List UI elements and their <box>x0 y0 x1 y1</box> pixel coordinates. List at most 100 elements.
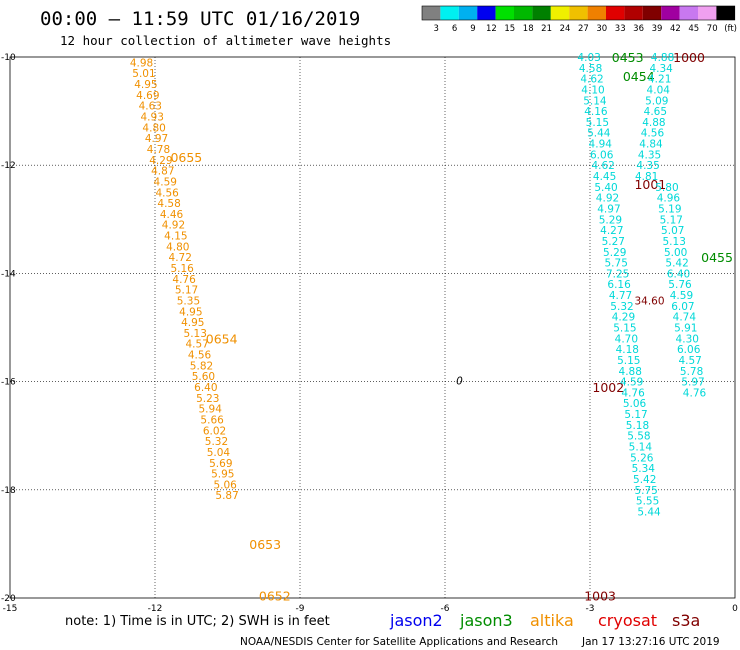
swh-value-point: 4.03 <box>577 52 600 64</box>
swh-value-point: 4.29 <box>612 312 635 324</box>
swh-value-point: 4.95 <box>181 317 204 329</box>
swh-value-point: 4.58 <box>579 63 602 75</box>
swh-value-point: 5.19 <box>658 203 681 215</box>
swh-value-point: 5.42 <box>633 474 656 486</box>
colorbar-label: 30 <box>596 24 607 34</box>
swh-value-point: 5.18 <box>626 420 649 432</box>
swh-value-point: 5.13 <box>184 328 207 340</box>
colorbar-label: 12 <box>486 24 497 34</box>
swh-value-point: 5.40 <box>594 182 617 194</box>
colorbar-frame <box>421 5 736 21</box>
swh-value-point: 5.34 <box>632 463 656 475</box>
x-tick-label: -6 <box>441 604 450 614</box>
colorbar-swatch <box>624 6 643 20</box>
swh-value-point: 5.87 <box>215 490 238 502</box>
swh-value-point: 4.62 <box>591 160 614 172</box>
plot-frame <box>9 56 736 599</box>
swh-value-point: 5.78 <box>680 366 703 378</box>
colorbar-label: 9 <box>470 24 475 34</box>
swh-value-point: 5.16 <box>170 263 194 275</box>
colorbar-label: 24 <box>560 24 571 34</box>
swh-value-point: 4.57 <box>678 355 701 367</box>
plot-axes: -15 -12 -9 -6 -3 0 -10 -12 -14 -16 -18 -20 <box>1 53 738 614</box>
colorbar-swatch <box>587 6 606 20</box>
swh-value-point: 7.25 <box>606 268 629 280</box>
swh-value-point: 5.55 <box>636 496 659 508</box>
swh-value-point: 4.10 <box>581 84 604 96</box>
swh-value-point: 5.23 <box>196 393 219 405</box>
colorbar-label: 39 <box>652 24 663 34</box>
swh-value-point: 4.98 <box>130 57 153 69</box>
swh-value-point: 4.59 <box>154 176 177 188</box>
colorbar-label: 6 <box>452 24 457 34</box>
y-tick-label: -12 <box>1 161 16 171</box>
swh-value-point: 4.34 <box>649 63 673 75</box>
colorbar-label: (ft) <box>724 24 737 34</box>
swh-value-point: 4.18 <box>616 344 639 356</box>
pass-time-label: 1003 <box>584 588 616 603</box>
swh-value-point: 6.06 <box>677 344 701 356</box>
colorbar-swatch <box>606 6 625 20</box>
legend-cryosat: cryosat <box>598 611 657 630</box>
swh-value-point: 4.77 <box>609 290 632 302</box>
swh-value-point: 5.00 <box>664 247 687 259</box>
swh-value-point: 4.57 <box>185 339 208 351</box>
swh-value-point: 5.97 <box>681 377 704 389</box>
pass-time-label: 0455 <box>701 250 733 265</box>
swh-value-point: 5.82 <box>190 360 213 372</box>
swh-value-point: 5.09 <box>645 95 668 107</box>
colorbar-swatch <box>642 6 662 20</box>
swh-value-point: 4.30 <box>676 333 699 345</box>
x-tick-label: -12 <box>148 604 163 614</box>
swh-value-point: 4.92 <box>162 220 185 232</box>
swh-value-point: 4.76 <box>621 387 645 399</box>
swh-value-point: 5.14 <box>629 442 653 454</box>
colorbar-swatch <box>532 6 551 20</box>
legend-s3a: s3a <box>672 611 700 630</box>
swh-value-point: 4.59 <box>620 377 643 389</box>
y-tick-label: -14 <box>1 269 16 279</box>
y-tick-label: -16 <box>1 378 16 388</box>
x-tick-label: -15 <box>3 604 18 614</box>
swh-value-point: 5.32 <box>610 301 633 313</box>
pass-time-label: 0653 <box>249 537 281 552</box>
plot-marks: 04.985.014.954.694.634.934.804.974.784.2… <box>130 50 733 603</box>
footer-generated: Jan 17 13:27:16 UTC 2019 <box>581 636 720 648</box>
chart-subtitle: 12 hour collection of altimeter wave hei… <box>60 33 391 48</box>
pass-time-label: 1001 <box>634 177 666 192</box>
legend-jason2: jason2 <box>389 611 443 630</box>
swh-value-point: 6.40 <box>194 382 217 394</box>
footer-note: note: 1) Time is in UTC; 2) SWH is in fe… <box>65 614 330 629</box>
colorbar-swatch <box>569 6 588 20</box>
colorbar-swatch <box>698 6 717 20</box>
colorbar-swatch <box>458 6 478 20</box>
colorbar-swatch <box>422 6 441 20</box>
swh-value-point: 4.97 <box>145 133 168 145</box>
colorbar-label: 45 <box>688 24 699 34</box>
swh-value-point: 4.80 <box>166 241 189 253</box>
swh-value-point: 5.76 <box>668 279 692 291</box>
swh-value-point: 4.93 <box>141 112 164 124</box>
colorbar-label: 15 <box>504 24 515 34</box>
swh-value-point: 5.04 <box>207 447 231 459</box>
pass-time-label: 1000 <box>673 50 705 65</box>
swh-value-point: 5.95 <box>211 469 234 481</box>
colorbar-swatch <box>495 6 514 20</box>
swh-value-point: 4.88 <box>619 366 642 378</box>
swh-value-point: 4.76 <box>683 387 707 399</box>
colorbar-swatch <box>716 6 735 20</box>
x-tick-label: 0 <box>732 604 738 614</box>
swh-value-point: 5.17 <box>660 214 683 226</box>
y-tick-label: -20 <box>1 594 16 604</box>
swh-value-point: 5.06 <box>623 398 647 410</box>
swh-value-point: 4.70 <box>615 333 638 345</box>
colorbar-label: 3 <box>433 24 438 34</box>
swh-value-point: 4.87 <box>151 166 174 178</box>
colorbar-label: 33 <box>615 24 626 34</box>
swh-value-point: 4.95 <box>179 306 202 318</box>
swh-value-point: 5.07 <box>661 225 684 237</box>
swh-value-point: 5.17 <box>624 409 647 421</box>
x-tick-label: -3 <box>586 604 595 614</box>
pass-time-label: 0453 <box>612 50 644 65</box>
